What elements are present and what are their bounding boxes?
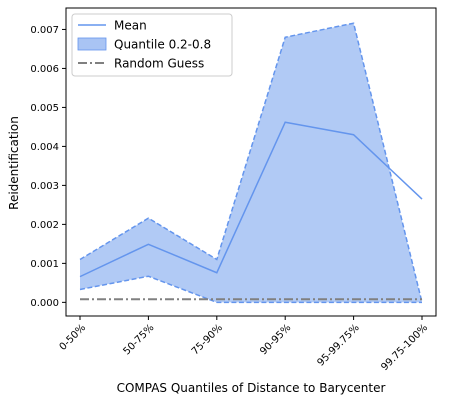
y-axis-title: Reidentification bbox=[7, 116, 21, 210]
plot-frame bbox=[65, 7, 437, 317]
plot-area bbox=[79, 22, 423, 304]
y-tick-label: 0.005 bbox=[30, 103, 59, 114]
y-tick-label: 0.002 bbox=[30, 220, 59, 231]
quantile-lower-line bbox=[79, 275, 422, 304]
x-axis-title: COMPAS Quantiles of Distance to Barycent… bbox=[117, 381, 386, 395]
legend-label-random-guess: Random Guess bbox=[114, 57, 204, 71]
y-tick-label: 0.004 bbox=[30, 142, 59, 153]
mean-line bbox=[79, 121, 423, 278]
legend: Mean Quantile 0.2-0.8 Random Guess bbox=[71, 13, 233, 77]
legend-box bbox=[71, 13, 233, 77]
legend-label-mean: Mean bbox=[114, 19, 147, 33]
legend-label-quantile-0-2-0-8: Quantile 0.2-0.8 bbox=[114, 38, 211, 52]
legend-swatch-quantile-0-2-0-8 bbox=[77, 37, 107, 51]
quantile-band-fill bbox=[80, 23, 422, 303]
y-tick-label: 0.000 bbox=[30, 298, 59, 309]
quantile-upper-line bbox=[79, 22, 423, 303]
y-tick-label: 0.001 bbox=[30, 259, 59, 270]
y-tick-label: 0.007 bbox=[30, 25, 59, 36]
y-tick-label: 0.003 bbox=[30, 181, 59, 192]
y-tick-label: 0.006 bbox=[30, 64, 59, 75]
